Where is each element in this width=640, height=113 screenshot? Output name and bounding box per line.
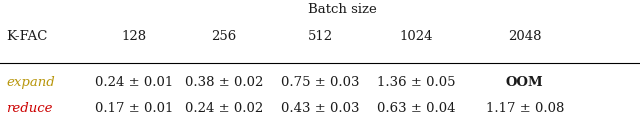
Text: Batch size: Batch size: [308, 3, 377, 16]
Text: K-FAC: K-FAC: [6, 30, 48, 43]
Text: 0.24 ± 0.01: 0.24 ± 0.01: [95, 75, 173, 88]
Text: OOM: OOM: [506, 75, 543, 88]
Text: 128: 128: [122, 30, 147, 43]
Text: expand: expand: [6, 75, 55, 88]
Text: 1.17 ± 0.08: 1.17 ± 0.08: [486, 101, 564, 113]
Text: 0.43 ± 0.03: 0.43 ± 0.03: [281, 101, 359, 113]
Text: 0.17 ± 0.01: 0.17 ± 0.01: [95, 101, 173, 113]
Text: 1.36 ± 0.05: 1.36 ± 0.05: [377, 75, 455, 88]
Text: 512: 512: [307, 30, 333, 43]
Text: 0.63 ± 0.04: 0.63 ± 0.04: [377, 101, 455, 113]
Text: 0.24 ± 0.02: 0.24 ± 0.02: [185, 101, 263, 113]
Text: 0.75 ± 0.03: 0.75 ± 0.03: [281, 75, 359, 88]
Text: 256: 256: [211, 30, 237, 43]
Text: 2048: 2048: [508, 30, 541, 43]
Text: 1024: 1024: [399, 30, 433, 43]
Text: reduce: reduce: [6, 101, 53, 113]
Text: 0.38 ± 0.02: 0.38 ± 0.02: [185, 75, 263, 88]
